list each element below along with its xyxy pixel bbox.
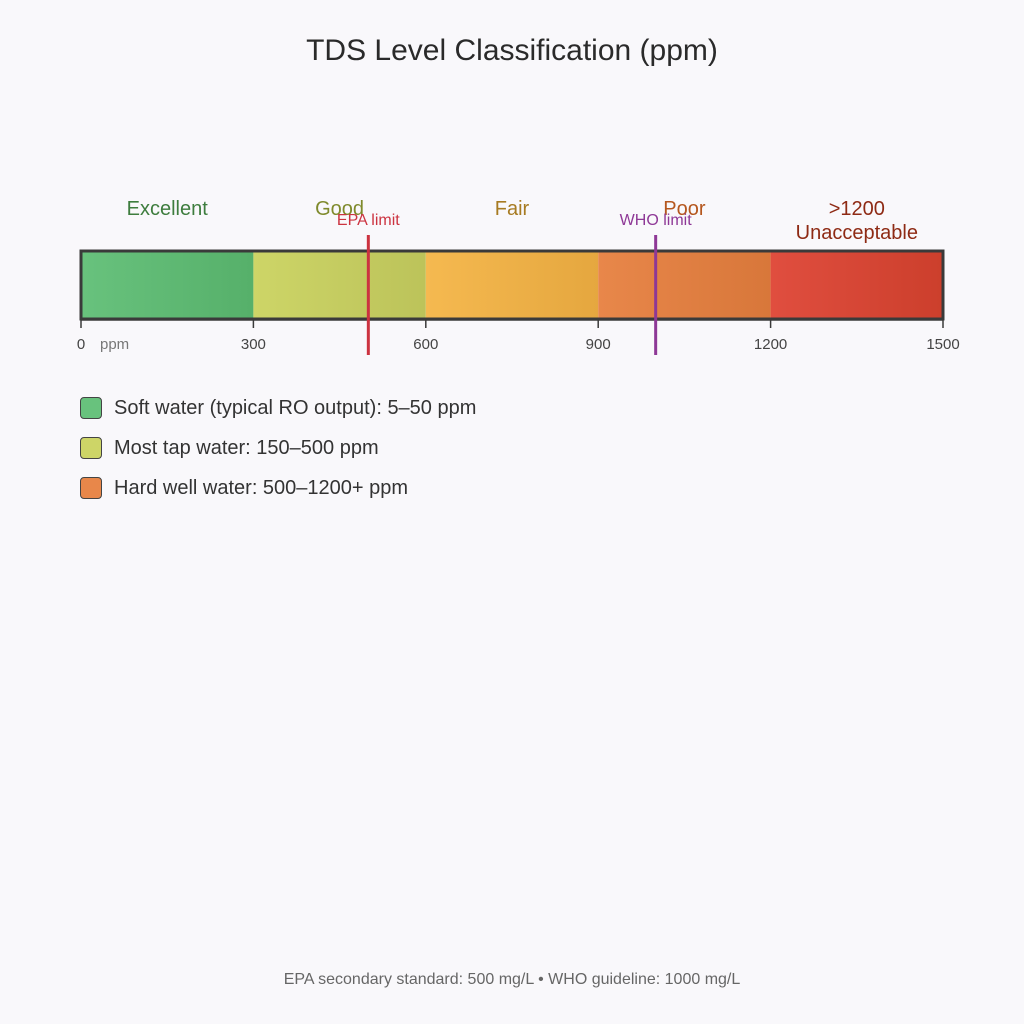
limit-label: EPA limit (337, 212, 400, 229)
legend-swatch (80, 437, 102, 459)
legend-item: Soft water (typical RO output): 5–50 ppm (80, 388, 476, 428)
scale-band (81, 252, 254, 318)
scale-band (598, 252, 771, 318)
band-label: Excellent (127, 198, 209, 220)
legend: Soft water (typical RO output): 5–50 ppm… (80, 388, 476, 508)
axis-unit-label: ppm (100, 336, 129, 353)
chart-title: TDS Level Classification (ppm) (306, 34, 718, 67)
tick-label: 300 (241, 336, 266, 353)
legend-label: Hard well water: 500–1200+ ppm (114, 476, 409, 499)
scale-bar-border (79, 249, 945, 321)
tick-label: 0 (77, 336, 85, 353)
legend-swatch (80, 397, 102, 419)
band-label: Poor (663, 198, 706, 220)
footnote: EPA secondary standard: 500 mg/L • WHO g… (283, 971, 741, 988)
band-label: Unacceptable (796, 222, 918, 244)
tick-label: 900 (586, 336, 611, 353)
band-label: >1200 (829, 198, 885, 220)
legend-swatch (80, 477, 102, 499)
limit-label: WHO limit (620, 212, 693, 229)
scale-band (253, 252, 426, 318)
scale-band (770, 252, 943, 318)
band-label: Good (315, 198, 364, 220)
scale-band (425, 252, 599, 318)
tick-label: 1200 (754, 336, 787, 353)
legend-item: Most tap water: 150–500 ppm (80, 428, 476, 468)
tick-label: 600 (413, 336, 438, 353)
legend-label: Most tap water: 150–500 ppm (114, 436, 379, 459)
legend-label: Soft water (typical RO output): 5–50 ppm (114, 396, 477, 419)
legend-item: Hard well water: 500–1200+ ppm (80, 468, 476, 508)
tick-label: 1500 (926, 336, 959, 353)
band-label: Fair (495, 198, 530, 220)
